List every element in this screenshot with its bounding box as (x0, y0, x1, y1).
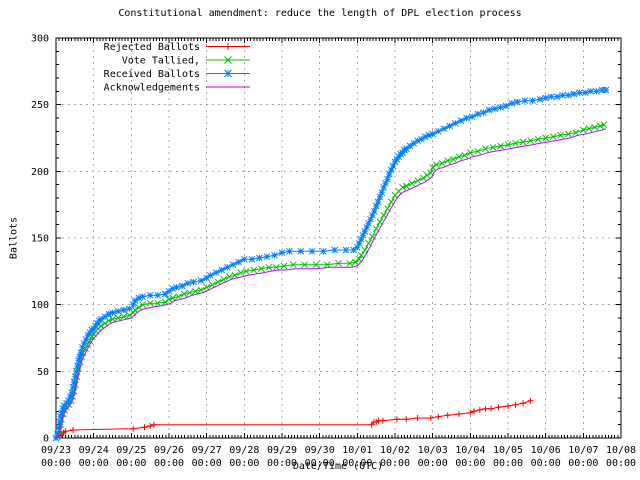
y-tick-label: 150 (31, 234, 49, 245)
legend-sample-marker (224, 56, 232, 64)
x-tick-label-time: 00:00 (493, 458, 523, 469)
x-tick-label-time: 00:00 (79, 458, 109, 469)
x-tick-label-time: 00:00 (455, 458, 485, 469)
x-tick-label-date: 10/07 (568, 445, 598, 456)
series-vote-tallied (52, 121, 608, 442)
x-tick-label-date: 09/25 (116, 445, 146, 456)
x-tick-label-time: 00:00 (267, 458, 297, 469)
x-tick-label-date: 09/29 (267, 445, 297, 456)
legend-item-vote-tallied: Vote Tallied, (122, 56, 250, 67)
x-axis-label: Date/Time (UTC) (292, 461, 384, 472)
legend-sample-marker (224, 43, 232, 50)
legend-label: Vote Tallied, (122, 56, 200, 67)
x-tick-label-time: 00:00 (418, 458, 448, 469)
x-tick-label-date: 09/30 (305, 445, 335, 456)
legend-label: Acknowledgements (104, 83, 200, 94)
x-tick-label-date: 10/04 (455, 445, 485, 456)
x-tick-label-time: 00:00 (380, 458, 410, 469)
legend-label: Received Ballots (104, 69, 200, 80)
x-tick-label-time: 00:00 (568, 458, 598, 469)
x-tick-label-date: 09/27 (192, 445, 222, 456)
series-acknowledgements (55, 128, 607, 439)
y-tick-label: 0 (43, 434, 49, 445)
series-line-vote-tallied (55, 124, 605, 439)
y-tick-label: 250 (31, 100, 49, 111)
legend-item-received-ballots: Received Ballots (104, 69, 250, 80)
x-tick-label-time: 00:00 (154, 458, 184, 469)
x-tick-label-time: 00:00 (305, 458, 335, 469)
x-tick-label-date: 09/26 (154, 445, 184, 456)
series-line-acknowledgements (55, 128, 607, 439)
x-tick-label-date: 10/08 (606, 445, 636, 456)
x-tick-label-date: 09/28 (229, 445, 259, 456)
series-line-rejected-ballots (55, 400, 531, 439)
x-tick-label-date: 10/02 (380, 445, 410, 456)
legend-sample-marker (224, 69, 232, 78)
x-tick-label-time: 00:00 (342, 458, 372, 469)
x-tick-label-date: 09/23 (41, 445, 71, 456)
legend-label: Rejected Ballots (104, 42, 200, 53)
series-rejected-ballots (53, 397, 534, 441)
legend-item-rejected-ballots: Rejected Ballots (104, 42, 250, 53)
x-tick-label-date: 10/01 (342, 445, 372, 456)
y-tick-label: 50 (37, 367, 49, 378)
x-tick-label-time: 00:00 (41, 458, 71, 469)
x-tick-label-time: 00:00 (229, 458, 259, 469)
x-tick-label-date: 09/24 (79, 445, 109, 456)
x-tick-label-date: 10/05 (493, 445, 523, 456)
x-tick-label-time: 00:00 (531, 458, 561, 469)
x-tick-label-date: 10/06 (531, 445, 561, 456)
series-markers-rejected-ballots (53, 397, 534, 441)
x-tick-label-time: 00:00 (192, 458, 222, 469)
y-tick-label: 200 (31, 167, 49, 178)
x-tick-label-time: 00:00 (116, 458, 146, 469)
x-tick-label-date: 10/03 (418, 445, 448, 456)
legend-item-acknowledgements: Acknowledgements (104, 83, 250, 94)
x-tick-label-time: 00:00 (606, 458, 636, 469)
series-markers-vote-tallied (52, 121, 608, 442)
plot-title: Constitutional amendment: reduce the len… (118, 8, 522, 19)
y-tick-label: 300 (31, 34, 49, 45)
y-tick-label: 100 (31, 300, 49, 311)
